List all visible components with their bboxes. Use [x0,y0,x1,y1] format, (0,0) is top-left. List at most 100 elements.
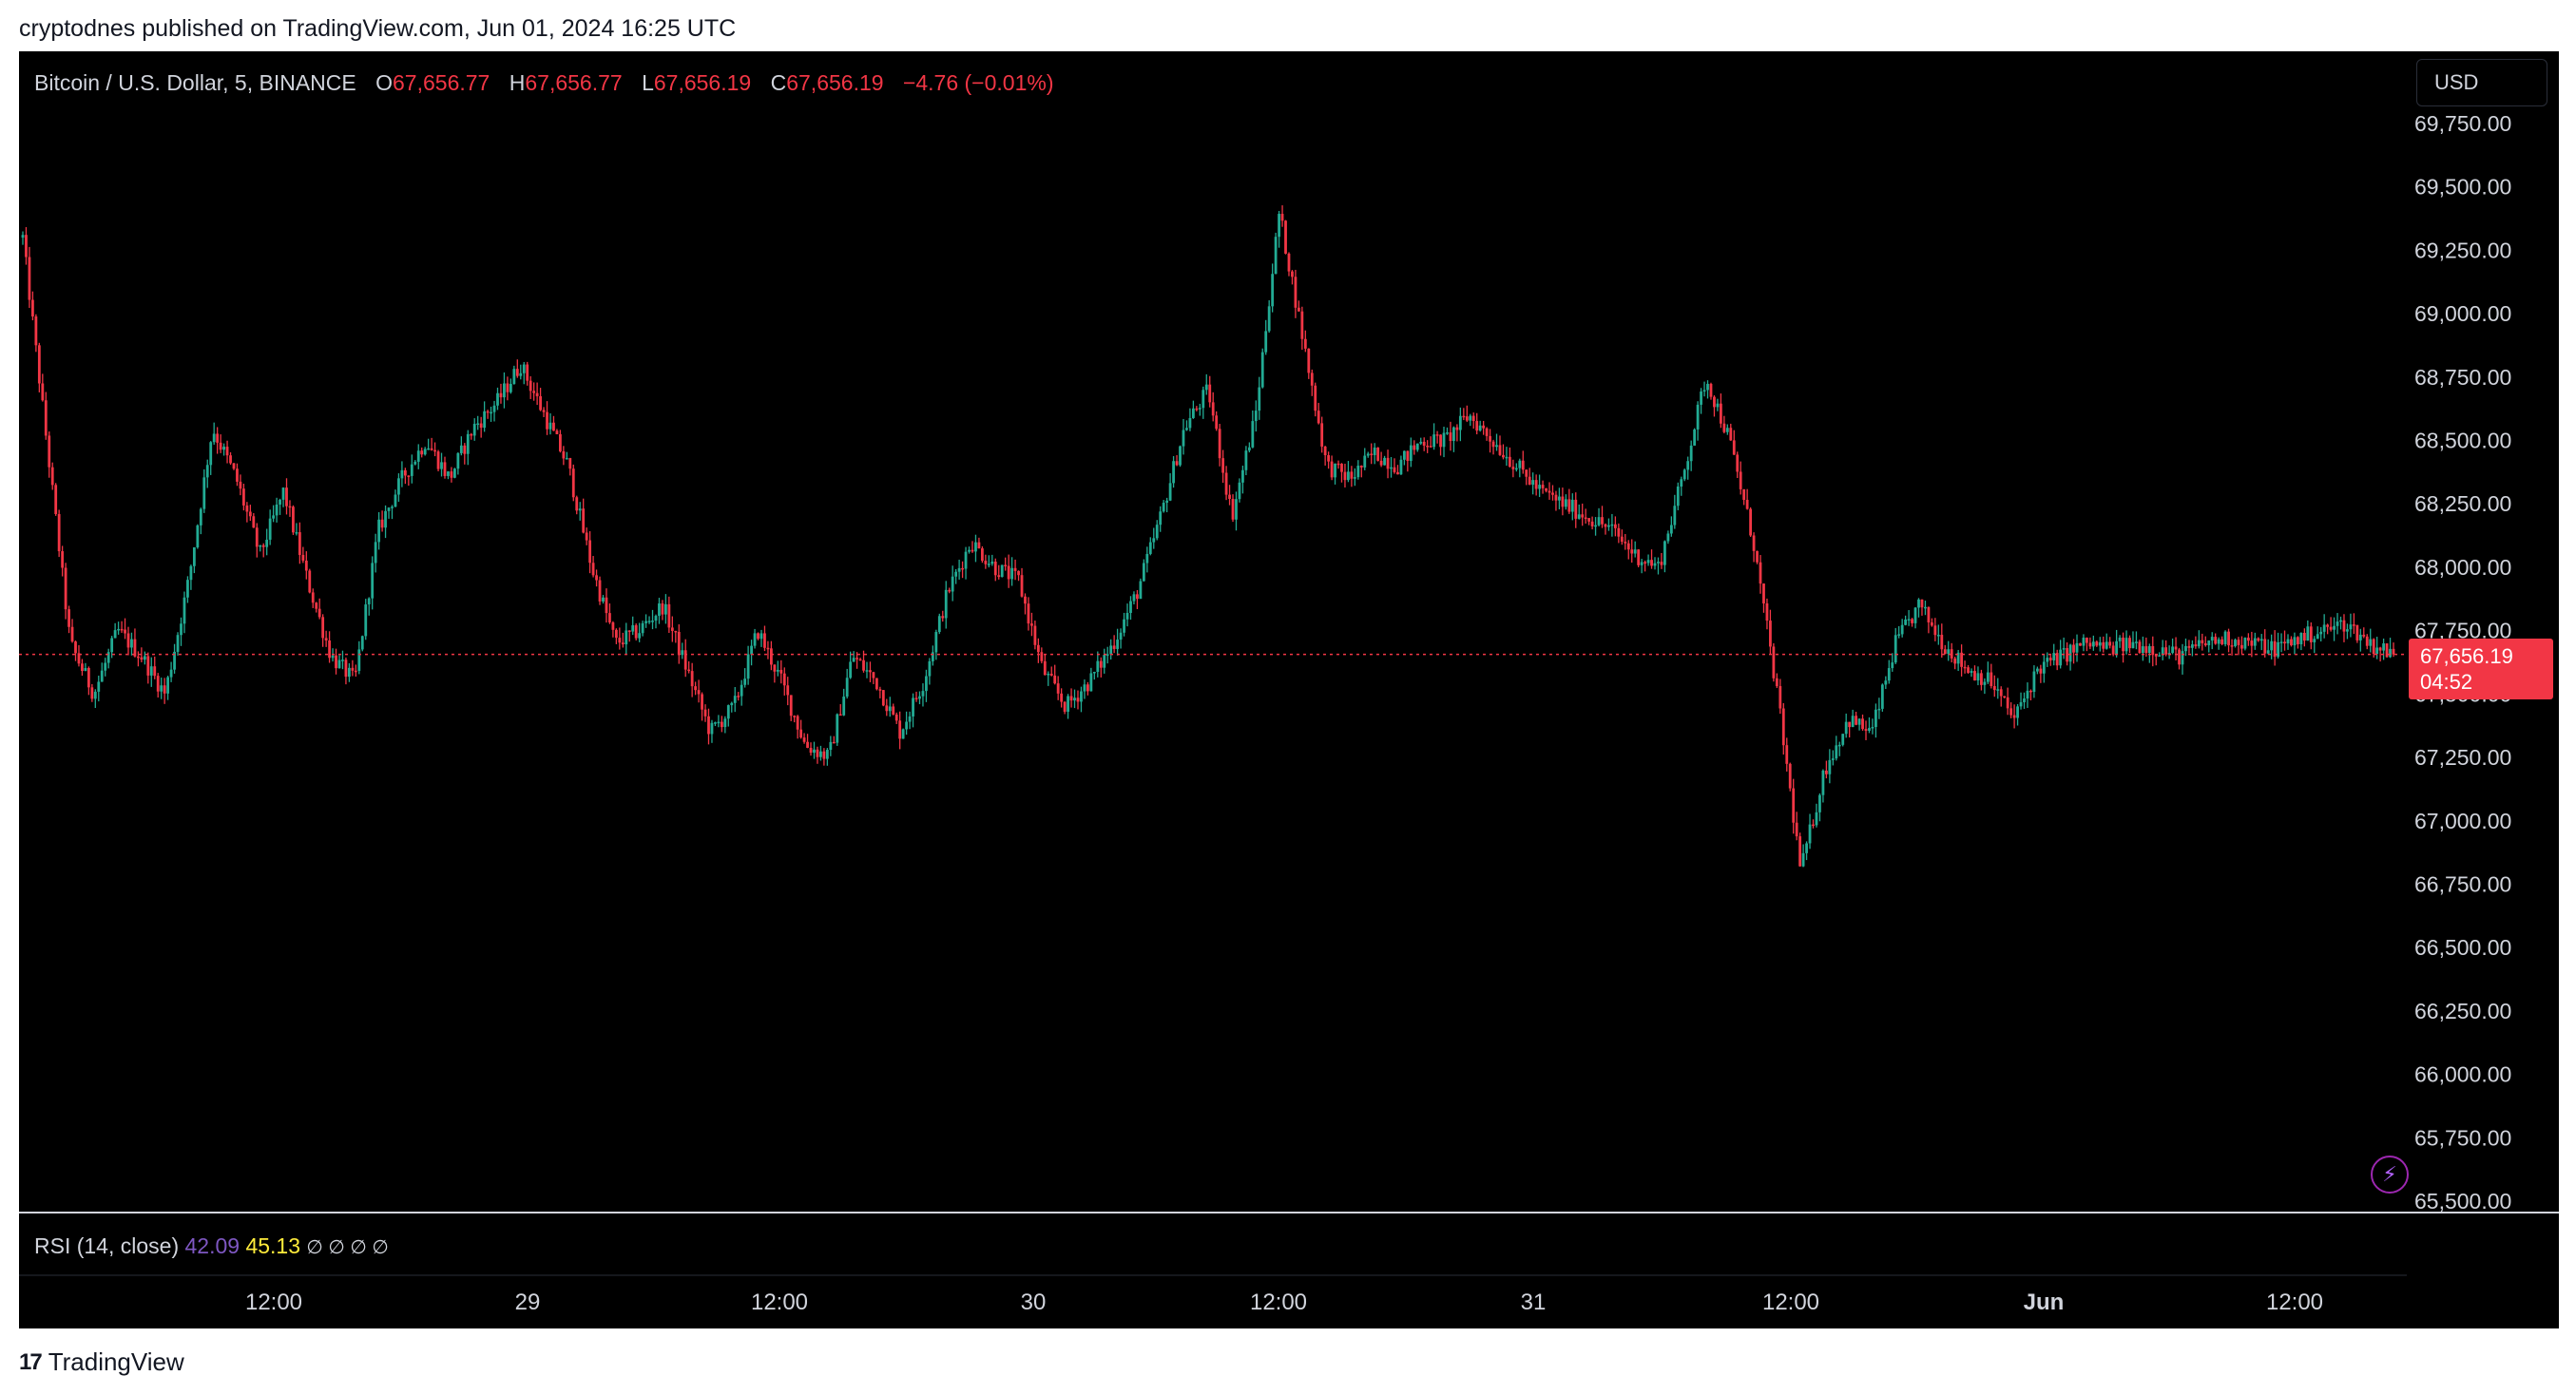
candle [1824,760,1828,779]
price-tick-label: 68,750.00 [2414,365,2511,390]
candle [1666,530,1670,545]
candle [2144,637,2148,658]
candle [733,687,737,713]
candle [1502,444,1505,460]
candle [1119,628,1123,649]
candle [248,505,252,522]
candle [2154,654,2158,666]
candle [1471,412,1475,430]
candle [1007,554,1010,588]
time-tick-label: 12:00 [2266,1290,2323,1315]
candle [914,691,918,702]
candle [799,719,803,739]
price-tick-label: 66,500.00 [2414,935,2511,960]
candle [67,605,70,634]
candle [565,451,568,460]
currency-button[interactable]: USD [2416,59,2547,106]
candle [852,651,855,662]
candle [2095,640,2099,647]
high-label: H [509,70,526,95]
candle [1478,420,1482,432]
candle [1083,679,1086,699]
candle [130,632,133,656]
candle [1254,400,1258,432]
rsi-label: RSI (14, close) [34,1233,180,1258]
candle [1442,427,1446,458]
price-chart[interactable]: 69,750.00 69,500.00 69,250.00 69,000.00 68,7… [19,51,2559,1328]
candle [2230,639,2234,656]
candle [1396,465,1399,475]
candle [948,587,952,594]
candle [1996,678,2000,699]
candle [1973,665,1976,681]
candle [2290,636,2293,647]
candle [2358,628,2362,652]
candle [602,595,605,604]
candle [757,632,759,640]
candle [2385,643,2389,659]
candle [519,364,523,380]
candle [1682,468,1686,482]
candle [1924,601,1927,616]
candle [1841,734,1845,747]
candle [1063,701,1067,715]
candle [2075,634,2079,662]
candle [1610,513,1614,537]
candle [229,451,232,466]
candle [921,683,925,707]
lightning-icon[interactable]: ⚡ [2371,1156,2409,1194]
candle [865,661,869,678]
candle [829,736,833,756]
candle [1828,749,1832,784]
candle [912,693,914,728]
candle [1801,844,1805,868]
candle [625,622,628,655]
candle [2086,637,2088,652]
candle [400,461,404,487]
candles [21,205,2395,868]
candle [2079,642,2082,646]
candle [2234,638,2237,648]
candle [2322,614,2326,639]
candle [1027,597,1030,631]
candle [2227,628,2230,653]
candle [2088,637,2092,650]
candle [1402,450,1406,466]
candle [941,610,945,622]
candle [1900,619,1904,638]
candle [2243,637,2247,651]
candle [1366,451,1370,458]
candle [2279,633,2283,653]
candle [1092,671,1096,680]
candle [113,622,117,639]
candle [2214,633,2218,645]
time-axis[interactable]: 12:00 29 12:00 30 12:00 31 12:00 Jun 12:00 [245,1290,2323,1315]
candle [476,415,480,430]
candle [1709,382,1713,400]
candle [1812,819,1815,829]
candle [1495,433,1498,451]
candle [595,569,598,587]
price-axis[interactable]: 69,750.00 69,500.00 69,250.00 69,000.00 68,7… [2414,111,2511,1213]
price-tick-label: 69,250.00 [2414,238,2511,262]
candle [360,635,364,652]
candle [1049,666,1053,677]
candle [153,656,157,679]
candle [1877,698,1881,719]
candle [225,440,229,464]
candle [1073,689,1076,709]
candle [2306,620,2310,641]
candle [2362,627,2366,639]
candle [1300,306,1304,351]
candle [1706,380,1709,399]
candle [644,614,647,628]
candle [1024,593,1027,615]
candle [2187,640,2191,654]
chart-panel[interactable]: 69,750.00 69,500.00 69,250.00 69,000.00 68,7… [19,51,2559,1328]
candle [1376,447,1380,462]
candle [526,361,529,386]
candle [997,564,1001,580]
candle [196,524,200,549]
candle [1455,424,1459,442]
candle [1221,449,1225,484]
